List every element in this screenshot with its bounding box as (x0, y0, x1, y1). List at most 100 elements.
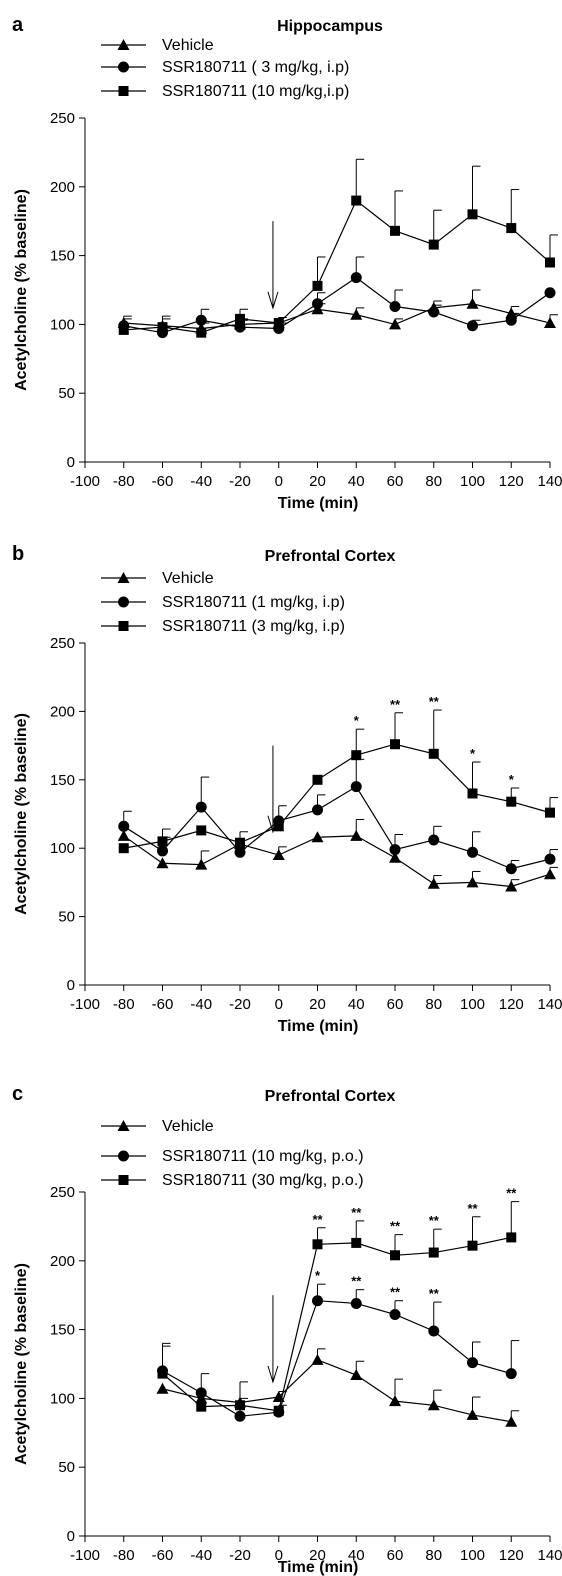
data-point (544, 287, 556, 299)
x-tick-label: 40 (348, 1547, 365, 1564)
data-point (311, 1353, 324, 1365)
data-point (118, 324, 129, 335)
panel-title: Prefrontal Cortex (265, 548, 396, 565)
legend-label: Vehicle (162, 570, 214, 587)
x-tick-label: 120 (499, 996, 524, 1013)
x-tick-label: 120 (499, 1547, 524, 1564)
legend-marker (118, 86, 129, 96)
significance-label: ** (390, 1219, 401, 1234)
data-point (466, 1408, 479, 1420)
x-tick-label: -20 (229, 1547, 251, 1564)
panel-title: Hippocampus (277, 18, 383, 35)
x-tick-label: -20 (229, 996, 251, 1013)
legend-label: Vehicle (162, 37, 214, 54)
data-point (428, 748, 439, 759)
data-point (196, 825, 207, 836)
significance-label: ** (390, 1285, 401, 1300)
data-point (157, 836, 168, 847)
data-point (195, 314, 207, 326)
series-line (123, 743, 551, 849)
y-tick-label: 50 (58, 909, 75, 926)
legend-label: SSR180711 (10 mg/kg,i.p) (162, 83, 349, 100)
x-tick-label: 100 (460, 996, 485, 1013)
x-tick-label: 80 (425, 996, 442, 1013)
data-point (273, 821, 284, 832)
x-tick-label: 40 (348, 473, 365, 490)
x-tick-label: 40 (348, 996, 365, 1013)
legend-marker (118, 61, 129, 73)
data-point (427, 877, 440, 889)
x-tick-label: 0 (275, 473, 283, 490)
x-tick-label: 140 (537, 996, 562, 1013)
data-point (505, 1415, 518, 1427)
x-tick-label: 80 (425, 1547, 442, 1564)
series-line (162, 1300, 512, 1417)
data-point (118, 820, 130, 832)
data-point (505, 863, 517, 875)
legend-label: SSR180711 (3 mg/kg, i.p) (162, 618, 345, 635)
y-tick-label: 250 (50, 635, 75, 652)
legend-item: Vehicle (101, 1118, 214, 1135)
injection-arrowhead (267, 1365, 279, 1384)
data-point (389, 844, 401, 856)
data-point (467, 1357, 478, 1369)
data-point (351, 1237, 362, 1248)
data-point (428, 239, 439, 250)
x-tick-label: 20 (309, 1547, 326, 1564)
data-point (466, 297, 479, 309)
data-point (544, 853, 556, 865)
data-point (389, 851, 401, 863)
legend-marker (118, 1175, 129, 1185)
data-point (157, 322, 168, 333)
panel-letter: a (12, 14, 24, 36)
legend-label: SSR180711 (1 mg/kg, i.p) (162, 594, 345, 611)
legend-item: SSR180711 (1 mg/kg, i.p) (101, 594, 345, 611)
series-square: ** ** ** ** ** ** (157, 1186, 520, 1416)
data-point (234, 846, 246, 858)
series-square (118, 158, 558, 338)
x-tick-label: 60 (387, 473, 404, 490)
significance-label: ** (390, 697, 401, 712)
x-tick-label: 20 (309, 996, 326, 1013)
y-axis-label: Acetylcholine (% baseline) (13, 189, 30, 391)
x-axis-label: Time (min) (278, 1018, 359, 1035)
y-axis-label: Acetylcholine (% baseline) (13, 713, 30, 915)
data-point (272, 849, 285, 861)
x-tick-label: 60 (387, 996, 404, 1013)
data-point (505, 314, 517, 326)
x-axis-label: Time (min) (278, 495, 359, 512)
data-point (350, 1369, 363, 1381)
legend-label: SSR180711 (30 mg/kg, p.o.) (162, 1172, 364, 1189)
legend-item: SSR180711 (30 mg/kg, p.o.) (101, 1172, 364, 1189)
legend: Vehicle SSR180711 (10 mg/kg, p.o.) SSR1807… (101, 1118, 364, 1189)
y-tick-label: 200 (50, 1253, 75, 1270)
data-point (428, 306, 440, 318)
data-point (235, 1400, 245, 1411)
significance-label: ** (429, 1286, 440, 1301)
legend-item: SSR180711 (10 mg/kg,i.p) (101, 83, 349, 100)
x-tick-label: 140 (537, 1547, 562, 1564)
data-point (545, 807, 555, 818)
significance-label: * (470, 746, 476, 761)
data-point (118, 843, 129, 854)
x-tick-label: 0 (275, 996, 283, 1013)
legend-item: SSR180711 (10 mg/kg, p.o.) (101, 1148, 364, 1165)
significance-label: ** (351, 1205, 362, 1220)
data-point (312, 298, 323, 310)
legend-marker (118, 621, 129, 631)
legend-marker (117, 1120, 130, 1131)
x-tick-label: -60 (152, 996, 174, 1013)
data-point (390, 739, 400, 750)
data-point (544, 868, 556, 880)
data-point (235, 313, 245, 324)
y-tick-label: 250 (50, 110, 75, 127)
significance-label: ** (506, 1186, 517, 1201)
data-point (350, 1297, 362, 1309)
legend-label: SSR180711 (10 mg/kg, p.o.) (162, 1148, 364, 1165)
x-tick-label: -40 (190, 1547, 212, 1564)
legend-marker (117, 572, 130, 583)
data-point (467, 1240, 478, 1251)
significance-label: * (509, 772, 515, 787)
y-axis-label: Acetylcholine (% baseline) (13, 1263, 30, 1465)
x-tick-label: 60 (387, 1547, 404, 1564)
